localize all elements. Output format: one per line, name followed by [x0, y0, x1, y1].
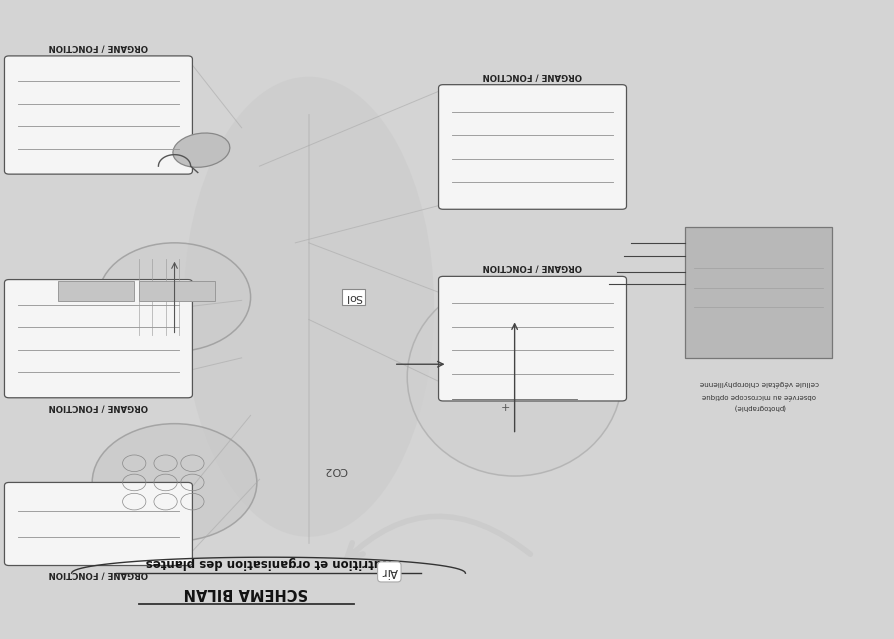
FancyBboxPatch shape: [4, 280, 192, 397]
FancyBboxPatch shape: [438, 85, 626, 210]
FancyBboxPatch shape: [438, 277, 626, 401]
Text: observée au microscope optique: observée au microscope optique: [701, 393, 815, 400]
FancyBboxPatch shape: [58, 281, 134, 301]
Text: ORGANE / FONCTION: ORGANE / FONCTION: [48, 570, 148, 579]
Text: cellule végétale chlorophyllienne: cellule végétale chlorophyllienne: [698, 380, 818, 387]
Text: Nutrition et organisation des plantes: Nutrition et organisation des plantes: [145, 556, 392, 569]
Text: ORGANE / FONCTION: ORGANE / FONCTION: [482, 71, 582, 81]
Ellipse shape: [183, 77, 434, 537]
Circle shape: [98, 243, 250, 351]
Text: ORGANE / FONCTION: ORGANE / FONCTION: [48, 403, 148, 412]
Ellipse shape: [407, 278, 621, 476]
FancyBboxPatch shape: [4, 56, 192, 174]
Text: CO2: CO2: [324, 465, 347, 475]
FancyBboxPatch shape: [139, 281, 215, 301]
Text: (photographie): (photographie): [732, 404, 784, 411]
Ellipse shape: [173, 133, 230, 167]
Text: Sol: Sol: [345, 292, 361, 302]
Text: ORGANE / FONCTION: ORGANE / FONCTION: [482, 263, 582, 272]
Text: ORGANE / FONCTION: ORGANE / FONCTION: [48, 42, 148, 52]
Text: Air: Air: [381, 566, 397, 578]
FancyBboxPatch shape: [684, 227, 831, 358]
Circle shape: [92, 424, 257, 541]
Text: +: +: [501, 403, 510, 413]
Text: SCHEMA BILAN: SCHEMA BILAN: [184, 585, 308, 601]
FancyBboxPatch shape: [4, 482, 192, 566]
